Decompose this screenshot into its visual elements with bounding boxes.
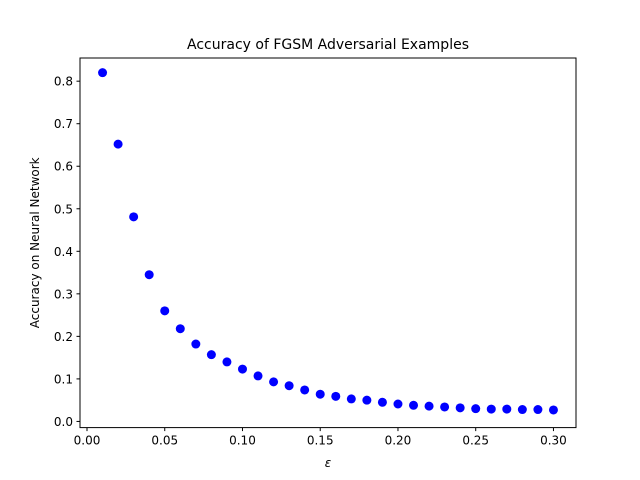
data-point bbox=[362, 395, 372, 405]
data-point bbox=[300, 385, 310, 395]
x-axis-label: ε bbox=[325, 456, 332, 470]
y-tick-label: 0.5 bbox=[54, 202, 73, 216]
y-tick-label: 0.2 bbox=[54, 330, 73, 344]
data-point bbox=[377, 397, 387, 407]
data-point bbox=[440, 402, 450, 412]
data-point bbox=[98, 68, 108, 78]
x-tick-label: 0.05 bbox=[151, 434, 178, 448]
x-tick-label: 0.00 bbox=[74, 434, 101, 448]
data-point bbox=[409, 400, 419, 410]
y-tick-label: 0.6 bbox=[54, 160, 73, 174]
y-tick-label: 0.8 bbox=[54, 75, 73, 89]
data-point bbox=[113, 139, 123, 149]
data-point bbox=[175, 324, 185, 334]
x-tick-label: 0.15 bbox=[307, 434, 334, 448]
data-point bbox=[222, 357, 232, 367]
y-axis: 0.0 0.1 0.2 0.3 0.4 0.5 0.6 0.7 0.8 bbox=[54, 75, 80, 429]
x-tick-label: 0.20 bbox=[385, 434, 412, 448]
y-axis-label: Accuracy on Neural Network bbox=[28, 157, 42, 328]
x-tick-label: 0.25 bbox=[462, 434, 489, 448]
data-point bbox=[144, 270, 154, 280]
data-point bbox=[517, 405, 527, 415]
y-tick-label: 0.3 bbox=[54, 287, 73, 301]
data-point bbox=[548, 405, 558, 415]
data-point bbox=[206, 350, 216, 360]
data-point bbox=[331, 391, 341, 401]
y-tick-label: 0.0 bbox=[54, 415, 73, 429]
plot-area bbox=[79, 57, 577, 429]
data-point bbox=[346, 394, 356, 404]
data-point bbox=[284, 381, 294, 391]
data-point bbox=[424, 401, 434, 411]
data-point bbox=[455, 403, 465, 413]
data-point bbox=[471, 404, 481, 414]
data-point bbox=[502, 404, 512, 414]
x-axis: 0.00 0.05 0.10 0.15 0.20 0.25 0.30 bbox=[74, 427, 567, 448]
x-tick-label: 0.30 bbox=[540, 434, 567, 448]
data-point bbox=[129, 212, 139, 222]
x-tick-label: 0.10 bbox=[229, 434, 256, 448]
data-point bbox=[533, 405, 543, 415]
data-point bbox=[160, 306, 170, 316]
data-point bbox=[237, 364, 247, 374]
plot-frame bbox=[79, 57, 577, 429]
data-point bbox=[191, 339, 201, 349]
y-tick-label: 0.1 bbox=[54, 372, 73, 386]
data-point bbox=[253, 371, 263, 381]
data-points bbox=[98, 68, 558, 415]
data-point bbox=[486, 404, 496, 414]
y-tick-label: 0.7 bbox=[54, 117, 73, 131]
y-tick-label: 0.4 bbox=[54, 245, 73, 259]
data-point bbox=[269, 377, 279, 387]
data-point bbox=[393, 399, 403, 409]
data-point bbox=[315, 389, 325, 399]
chart-title: Accuracy of FGSM Adversarial Examples bbox=[187, 37, 469, 53]
